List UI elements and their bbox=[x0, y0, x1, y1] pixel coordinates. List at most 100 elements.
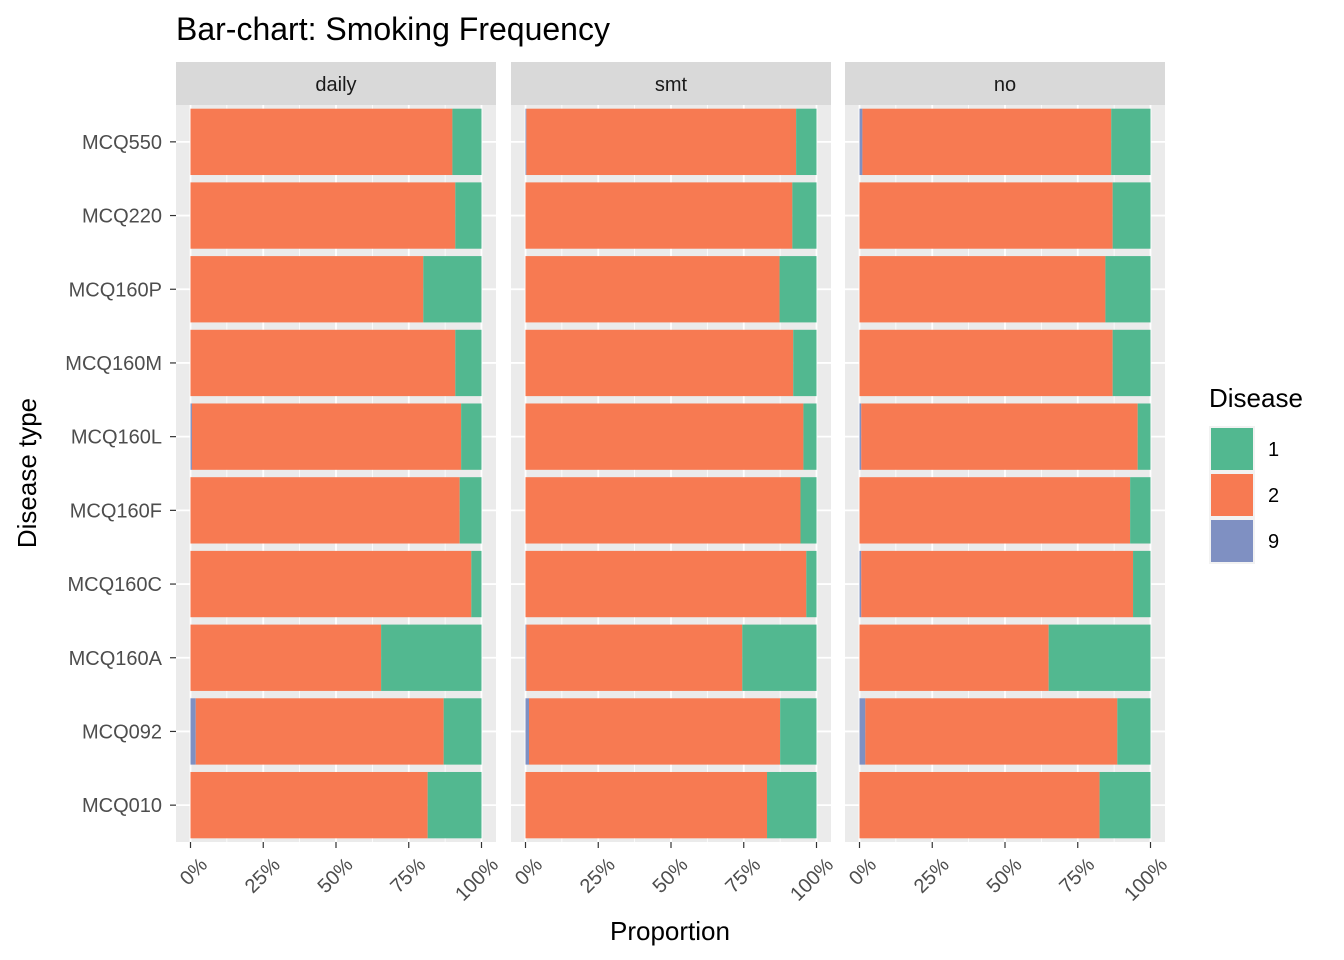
facet-strip-label: smt bbox=[655, 74, 688, 96]
bar-segment bbox=[525, 329, 794, 397]
bar-segment bbox=[525, 477, 801, 544]
bar-segment bbox=[859, 108, 863, 176]
x-tick-label: 0% bbox=[845, 854, 881, 890]
y-tick-label: MCQ160F bbox=[70, 500, 162, 522]
x-tick-label: 0% bbox=[511, 854, 547, 890]
bar-segment bbox=[525, 182, 793, 249]
bar-segment bbox=[525, 624, 527, 691]
bar-segment bbox=[859, 771, 1100, 839]
legend-title: Disease bbox=[1209, 383, 1303, 413]
bar-segment bbox=[1099, 771, 1151, 839]
bar-segment bbox=[859, 477, 1131, 544]
facet-strip-label: no bbox=[994, 74, 1016, 96]
bar-segment bbox=[525, 108, 527, 176]
x-tick-label: 50% bbox=[314, 854, 358, 898]
x-axis-title: Proportion bbox=[610, 916, 730, 946]
y-tick-label: MCQ220 bbox=[82, 206, 162, 228]
bar-segment bbox=[452, 108, 482, 176]
bar-segment bbox=[195, 698, 444, 765]
bar-segment bbox=[859, 329, 1113, 397]
bar-segment bbox=[190, 403, 192, 470]
facet-strip bbox=[845, 62, 1165, 105]
bar-segment bbox=[455, 329, 482, 397]
facet-strip bbox=[176, 62, 496, 105]
bar-segment bbox=[1111, 108, 1151, 176]
bar-segment bbox=[526, 624, 743, 691]
y-axis-title: Disease type bbox=[12, 398, 42, 548]
bar-segment bbox=[865, 698, 1118, 765]
bar-segment bbox=[427, 771, 482, 839]
x-tick-label: 25% bbox=[576, 854, 620, 898]
x-tick-label: 50% bbox=[649, 854, 693, 898]
x-tick-label: 0% bbox=[176, 854, 212, 890]
bar-segment bbox=[1133, 550, 1151, 618]
x-tick-label: 100% bbox=[451, 854, 503, 906]
legend-entry-label: 9 bbox=[1268, 531, 1279, 553]
x-tick-label: 75% bbox=[1055, 854, 1099, 898]
bar-segment bbox=[806, 550, 817, 618]
y-tick-label: MCQ160A bbox=[69, 648, 163, 670]
legend-key-swatch bbox=[1211, 474, 1253, 516]
bar-segment bbox=[526, 108, 797, 176]
bar-segment bbox=[443, 698, 482, 765]
bar-segment bbox=[525, 403, 804, 470]
bar-segment bbox=[1112, 329, 1151, 397]
bar-segment bbox=[190, 771, 428, 839]
bar-segment bbox=[793, 329, 817, 397]
y-tick-label: MCQ160L bbox=[71, 427, 162, 449]
bar-segment bbox=[859, 403, 862, 470]
y-axis: MCQ550 MCQ220 MCQ160P MCQ160M MCQ160L MCQ160F… bbox=[65, 132, 176, 817]
bar-segment bbox=[461, 403, 482, 470]
bar-segment bbox=[190, 624, 382, 691]
bar-segment bbox=[190, 329, 456, 397]
x-tick-label: 75% bbox=[386, 854, 430, 898]
facet-panels: daily 0% 25% 50% 75% 100% smt 0% 25% 50% 75% 100% no… bbox=[176, 62, 1172, 906]
bar-segment bbox=[861, 550, 1134, 618]
legend-entry-label: 2 bbox=[1268, 485, 1279, 507]
facet-strip-label: daily bbox=[315, 74, 356, 96]
bar-segment bbox=[190, 550, 472, 618]
legend: Disease 1 2 9 bbox=[1209, 383, 1303, 564]
bar-segment bbox=[859, 698, 866, 765]
bar-segment bbox=[525, 698, 529, 765]
y-tick-label: MCQ550 bbox=[82, 132, 162, 154]
y-tick-label: MCQ160P bbox=[69, 279, 162, 301]
bar-segment bbox=[779, 256, 817, 323]
y-tick-label: MCQ160M bbox=[65, 353, 162, 375]
x-tick-label: 50% bbox=[983, 854, 1027, 898]
bar-segment bbox=[859, 182, 1113, 249]
y-tick-label: MCQ092 bbox=[82, 721, 162, 743]
bar-segment bbox=[525, 256, 780, 323]
y-tick-label: MCQ010 bbox=[82, 795, 162, 817]
bar-segment bbox=[525, 771, 768, 839]
bar-segment bbox=[792, 182, 817, 249]
facet-panel-daily: daily 0% 25% 50% 75% 100% bbox=[176, 62, 503, 906]
bar-segment bbox=[742, 624, 817, 691]
bar-segment bbox=[767, 771, 817, 839]
bar-segment bbox=[381, 624, 482, 691]
bar-segment bbox=[859, 256, 1106, 323]
bar-segment bbox=[528, 698, 781, 765]
bar-segment bbox=[190, 477, 460, 544]
facet-strip bbox=[511, 62, 831, 105]
x-tick-label: 75% bbox=[721, 854, 765, 898]
chart-title: Bar-chart: Smoking Frequency bbox=[176, 11, 610, 47]
x-tick-label: 25% bbox=[910, 854, 954, 898]
bar-segment bbox=[862, 108, 1112, 176]
bar-segment bbox=[1137, 403, 1151, 470]
bar-segment bbox=[1117, 698, 1151, 765]
bar-segment bbox=[1112, 182, 1151, 249]
x-tick-label: 25% bbox=[241, 854, 285, 898]
bar-segment bbox=[800, 477, 817, 544]
bar-segment bbox=[803, 403, 817, 470]
bar-segment bbox=[455, 182, 482, 249]
bar-segment bbox=[459, 477, 482, 544]
bar-segment bbox=[525, 550, 807, 618]
y-tick-label: MCQ160C bbox=[68, 574, 162, 596]
x-tick-label: 100% bbox=[1120, 854, 1172, 906]
bar-segment bbox=[859, 550, 862, 618]
bar-segment bbox=[190, 256, 424, 323]
facet-panel-smt: smt 0% 25% 50% 75% 100% bbox=[511, 62, 838, 906]
bar-segment bbox=[1048, 624, 1151, 691]
bar-segment bbox=[423, 256, 482, 323]
